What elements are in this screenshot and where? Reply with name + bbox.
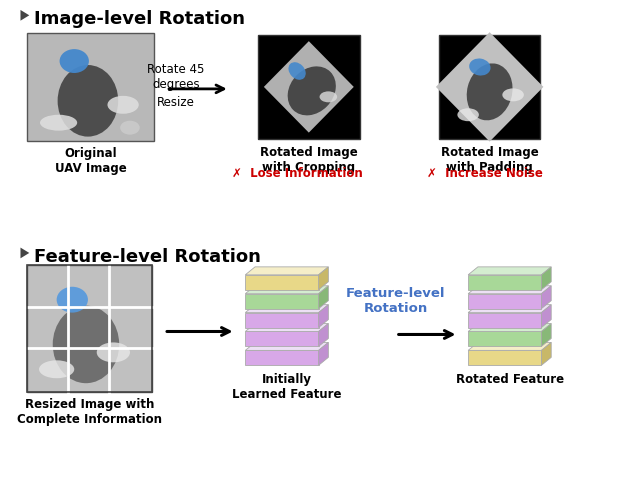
Polygon shape	[468, 267, 551, 275]
Ellipse shape	[96, 343, 130, 363]
Text: ✗  Increase Noise: ✗ Increase Noise	[427, 166, 542, 179]
Polygon shape	[245, 294, 318, 309]
Text: Original
UAV Image: Original UAV Image	[55, 147, 127, 174]
Polygon shape	[245, 331, 318, 347]
Text: Feature-level
Rotation: Feature-level Rotation	[346, 287, 445, 315]
Polygon shape	[468, 324, 551, 331]
Polygon shape	[468, 305, 551, 312]
Text: Rotate 45
degrees: Rotate 45 degrees	[147, 63, 205, 91]
Polygon shape	[245, 343, 328, 350]
Polygon shape	[468, 350, 541, 365]
Text: Feature-level Rotation: Feature-level Rotation	[34, 248, 261, 266]
Ellipse shape	[108, 96, 139, 114]
Polygon shape	[468, 275, 541, 290]
Polygon shape	[436, 32, 544, 141]
Ellipse shape	[57, 287, 88, 312]
Ellipse shape	[466, 63, 513, 121]
Polygon shape	[21, 10, 29, 21]
Polygon shape	[468, 331, 541, 347]
Polygon shape	[468, 286, 551, 294]
Polygon shape	[245, 312, 318, 328]
Ellipse shape	[40, 115, 77, 131]
Polygon shape	[318, 343, 328, 365]
Polygon shape	[318, 267, 328, 290]
Polygon shape	[245, 275, 318, 290]
Polygon shape	[541, 324, 551, 347]
Ellipse shape	[457, 108, 479, 121]
Text: Rotated Feature: Rotated Feature	[455, 373, 564, 386]
Polygon shape	[541, 305, 551, 328]
Polygon shape	[541, 343, 551, 365]
Polygon shape	[318, 324, 328, 347]
Text: Initially
Learned Feature: Initially Learned Feature	[232, 373, 341, 401]
Ellipse shape	[39, 360, 74, 378]
Polygon shape	[541, 286, 551, 309]
Text: Rotated Image
with Padding: Rotated Image with Padding	[441, 146, 539, 174]
Polygon shape	[245, 305, 328, 312]
Bar	[27, 33, 154, 140]
Text: Image-level Rotation: Image-level Rotation	[34, 10, 245, 28]
Bar	[27, 265, 152, 392]
Ellipse shape	[289, 62, 306, 80]
Bar	[27, 265, 152, 392]
Polygon shape	[245, 324, 328, 331]
Ellipse shape	[288, 67, 336, 115]
Ellipse shape	[120, 121, 140, 135]
Ellipse shape	[320, 91, 337, 103]
Ellipse shape	[58, 65, 118, 137]
Polygon shape	[245, 286, 328, 294]
Polygon shape	[21, 247, 29, 259]
Text: Resize: Resize	[157, 96, 195, 109]
Ellipse shape	[60, 49, 89, 73]
Ellipse shape	[469, 58, 491, 75]
Text: ✗  Lose Information: ✗ Lose Information	[232, 166, 363, 179]
Polygon shape	[245, 350, 318, 365]
Polygon shape	[468, 294, 541, 309]
Polygon shape	[468, 312, 541, 328]
Polygon shape	[318, 305, 328, 328]
Polygon shape	[541, 267, 551, 290]
Bar	[258, 35, 360, 139]
Polygon shape	[468, 343, 551, 350]
Polygon shape	[264, 41, 354, 133]
Polygon shape	[245, 267, 328, 275]
Polygon shape	[318, 286, 328, 309]
Ellipse shape	[53, 306, 119, 383]
Bar	[439, 35, 541, 139]
Text: Resized Image with
Complete Information: Resized Image with Complete Information	[17, 398, 162, 426]
Ellipse shape	[503, 88, 524, 101]
Text: Rotated Image
with Cropping: Rotated Image with Cropping	[260, 146, 358, 174]
